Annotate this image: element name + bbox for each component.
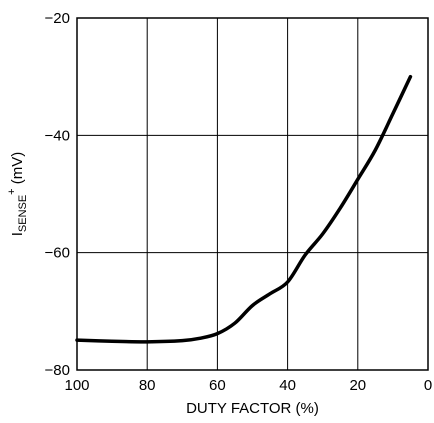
y-tick-labels: −20 −40 −60 −80 bbox=[45, 10, 70, 379]
y-tick-label: −80 bbox=[45, 362, 70, 379]
x-tick-labels: 100 80 60 40 20 0 bbox=[64, 377, 432, 394]
y-axis-title-main: I bbox=[9, 232, 26, 236]
x-tick-label: 20 bbox=[349, 377, 366, 394]
series-line bbox=[75, 74, 413, 344]
y-tick-label: −60 bbox=[45, 245, 70, 262]
y-tick-label: −20 bbox=[45, 10, 70, 27]
y-axis-title-superscript: + bbox=[6, 188, 18, 194]
y-axis-title-unit: (mV) bbox=[9, 152, 26, 189]
y-tick-label: −40 bbox=[45, 127, 70, 144]
grid-lines bbox=[76, 17, 429, 371]
x-tick-label: 80 bbox=[139, 377, 156, 394]
y-axis-title: ISENSE+ (mV) bbox=[6, 152, 29, 237]
x-axis-title: DUTY FACTOR (%) bbox=[186, 400, 319, 417]
x-tick-label: 40 bbox=[279, 377, 296, 394]
plot-frame bbox=[76, 17, 429, 371]
x-tick-label: 0 bbox=[424, 377, 432, 394]
y-axis-title-subscript: SENSE bbox=[17, 195, 29, 232]
x-tick-label: 100 bbox=[64, 377, 89, 394]
x-tick-label: 60 bbox=[209, 377, 226, 394]
